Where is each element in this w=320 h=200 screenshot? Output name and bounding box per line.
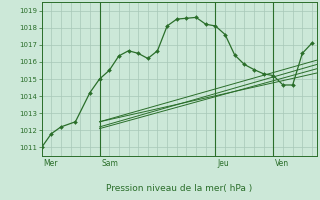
Text: Sam: Sam (101, 159, 118, 168)
Text: Ven: Ven (275, 159, 289, 168)
Text: Jeu: Jeu (217, 159, 229, 168)
Text: Pression niveau de la mer( hPa ): Pression niveau de la mer( hPa ) (106, 184, 252, 193)
Text: Mer: Mer (44, 159, 58, 168)
